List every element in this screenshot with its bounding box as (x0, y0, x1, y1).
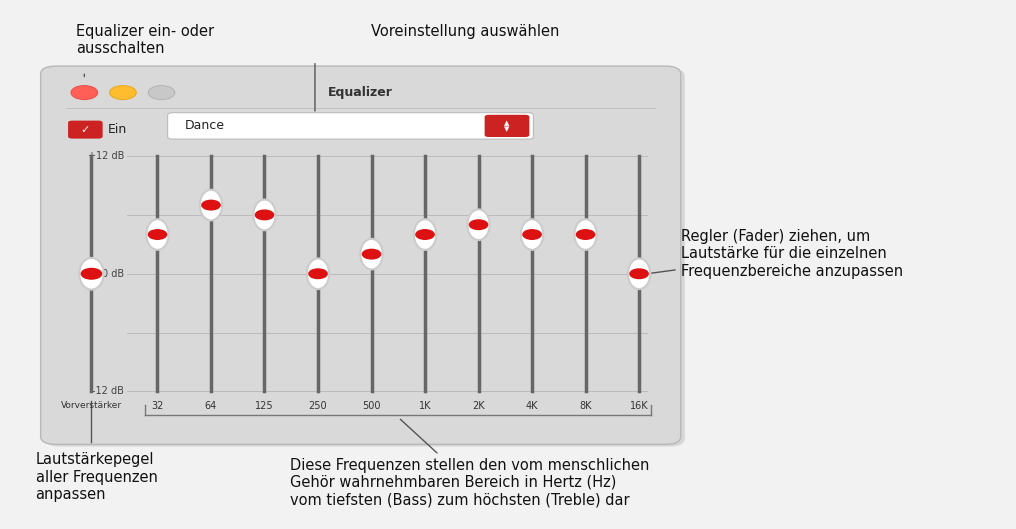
FancyBboxPatch shape (485, 115, 529, 137)
Text: +12 dB: +12 dB (87, 151, 124, 161)
Text: Regler (Fader) ziehen, um
Lautstärke für die einzelnen
Frequenzbereiche anzupass: Regler (Fader) ziehen, um Lautstärke für… (650, 229, 903, 279)
Text: 16K: 16K (630, 401, 648, 411)
Circle shape (363, 249, 381, 259)
Ellipse shape (253, 199, 275, 230)
Ellipse shape (521, 219, 544, 250)
Text: ▲: ▲ (504, 120, 510, 126)
Text: 500: 500 (363, 401, 381, 411)
Ellipse shape (307, 258, 329, 289)
Circle shape (630, 269, 648, 278)
Text: Lautstärkepegel
aller Frequenzen
anpassen: Lautstärkepegel aller Frequenzen anpasse… (36, 452, 157, 502)
Circle shape (110, 86, 136, 99)
Ellipse shape (628, 258, 650, 289)
Circle shape (255, 210, 273, 220)
Text: 64: 64 (205, 401, 217, 411)
Text: Equalizer ein- oder
ausschalten: Equalizer ein- oder ausschalten (76, 24, 214, 56)
Circle shape (148, 86, 175, 99)
Text: 0 dB: 0 dB (102, 269, 124, 279)
Circle shape (576, 230, 594, 239)
Text: 125: 125 (255, 401, 273, 411)
Text: Equalizer: Equalizer (328, 86, 393, 99)
Ellipse shape (574, 219, 596, 250)
Circle shape (81, 268, 102, 279)
Text: ✓: ✓ (80, 125, 90, 134)
Text: Voreinstellung auswählen: Voreinstellung auswählen (371, 24, 559, 39)
Circle shape (71, 86, 98, 99)
Ellipse shape (361, 239, 383, 269)
Text: Dance: Dance (185, 120, 225, 132)
Circle shape (148, 230, 167, 239)
Ellipse shape (200, 190, 223, 221)
FancyBboxPatch shape (168, 113, 533, 139)
Circle shape (523, 230, 542, 239)
Circle shape (469, 220, 488, 230)
Text: Diese Frequenzen stellen den vom menschlichen
Gehör wahrnehmbaren Bereich in Her: Diese Frequenzen stellen den vom menschl… (290, 419, 649, 507)
Ellipse shape (467, 209, 490, 240)
Ellipse shape (79, 258, 104, 289)
Circle shape (416, 230, 434, 239)
Text: 8K: 8K (579, 401, 591, 411)
Text: 4K: 4K (526, 401, 538, 411)
Text: Vorverstärker: Vorverstärker (61, 401, 122, 410)
Ellipse shape (146, 219, 169, 250)
Text: 250: 250 (309, 401, 327, 411)
Text: 2K: 2K (472, 401, 485, 411)
Circle shape (309, 269, 327, 278)
FancyBboxPatch shape (68, 121, 103, 139)
Text: Ein: Ein (108, 123, 127, 136)
Ellipse shape (414, 219, 436, 250)
FancyBboxPatch shape (45, 68, 685, 446)
Text: -12 dB: -12 dB (92, 387, 124, 396)
FancyBboxPatch shape (41, 66, 681, 444)
Text: 1K: 1K (419, 401, 431, 411)
Circle shape (202, 200, 220, 210)
Text: 32: 32 (151, 401, 164, 411)
Text: ▼: ▼ (504, 126, 510, 132)
